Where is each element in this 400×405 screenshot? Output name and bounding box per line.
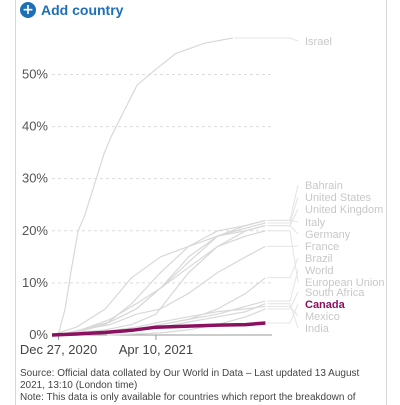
add-country-label: Add country	[41, 2, 124, 18]
data-note: Note: This data is only available for co…	[20, 392, 356, 403]
series-line	[51, 37, 233, 336]
series-label: Italy	[305, 217, 326, 229]
source-note: Source: Official data collated by Our Wo…	[20, 368, 360, 391]
label-connector	[267, 269, 299, 302]
series-line	[51, 225, 266, 336]
series-label: France	[305, 241, 339, 253]
line-chart: 0% 10% 20% 30% 40% 50% Dec 27, 2020 Apr 10, 202…	[20, 36, 385, 357]
series-line	[51, 222, 266, 336]
y-tick-label: 50%	[22, 66, 48, 81]
series-line	[58, 245, 266, 336]
plus-circle-icon: +	[20, 2, 36, 18]
series-label: India	[305, 323, 330, 335]
series-line	[51, 321, 266, 337]
label-connector	[267, 303, 299, 329]
label-connector	[267, 291, 299, 310]
series-label: World	[305, 265, 334, 277]
chart-frame	[15, 0, 387, 405]
label-connector	[267, 184, 299, 221]
label-connector	[267, 305, 299, 317]
y-tick-label: 20%	[22, 223, 48, 238]
y-tick-label: 40%	[22, 119, 48, 134]
y-tick-label: 10%	[22, 275, 48, 290]
label-connector	[267, 196, 299, 224]
series-label: United Kingdom	[305, 204, 383, 216]
label-connector	[234, 37, 299, 42]
label-connector	[267, 230, 299, 283]
y-tick-label: 0%	[29, 327, 48, 342]
x-tick-label: Dec 27, 2020	[20, 342, 97, 357]
label-connector	[267, 303, 299, 324]
series-label: Brazil	[305, 253, 333, 265]
add-country-button[interactable]: + Add country	[20, 2, 123, 18]
series-line	[107, 308, 266, 336]
x-tick-label: Apr 10, 2021	[119, 342, 193, 357]
label-connector	[267, 219, 299, 223]
series-label: Canada	[305, 299, 346, 311]
series-label: Israel	[305, 36, 332, 48]
series-label: United States	[305, 192, 372, 204]
series-line	[58, 230, 266, 336]
series-label: Bahrain	[305, 180, 343, 192]
series-label: South Africa	[305, 287, 365, 299]
series-label: European Union	[305, 277, 385, 289]
series-label: Germany	[305, 229, 351, 241]
series-line	[76, 219, 266, 333]
series-label: Mexico	[305, 311, 340, 323]
y-tick-label: 30%	[22, 171, 48, 186]
label-connector	[267, 257, 299, 279]
label-connector	[267, 225, 299, 235]
